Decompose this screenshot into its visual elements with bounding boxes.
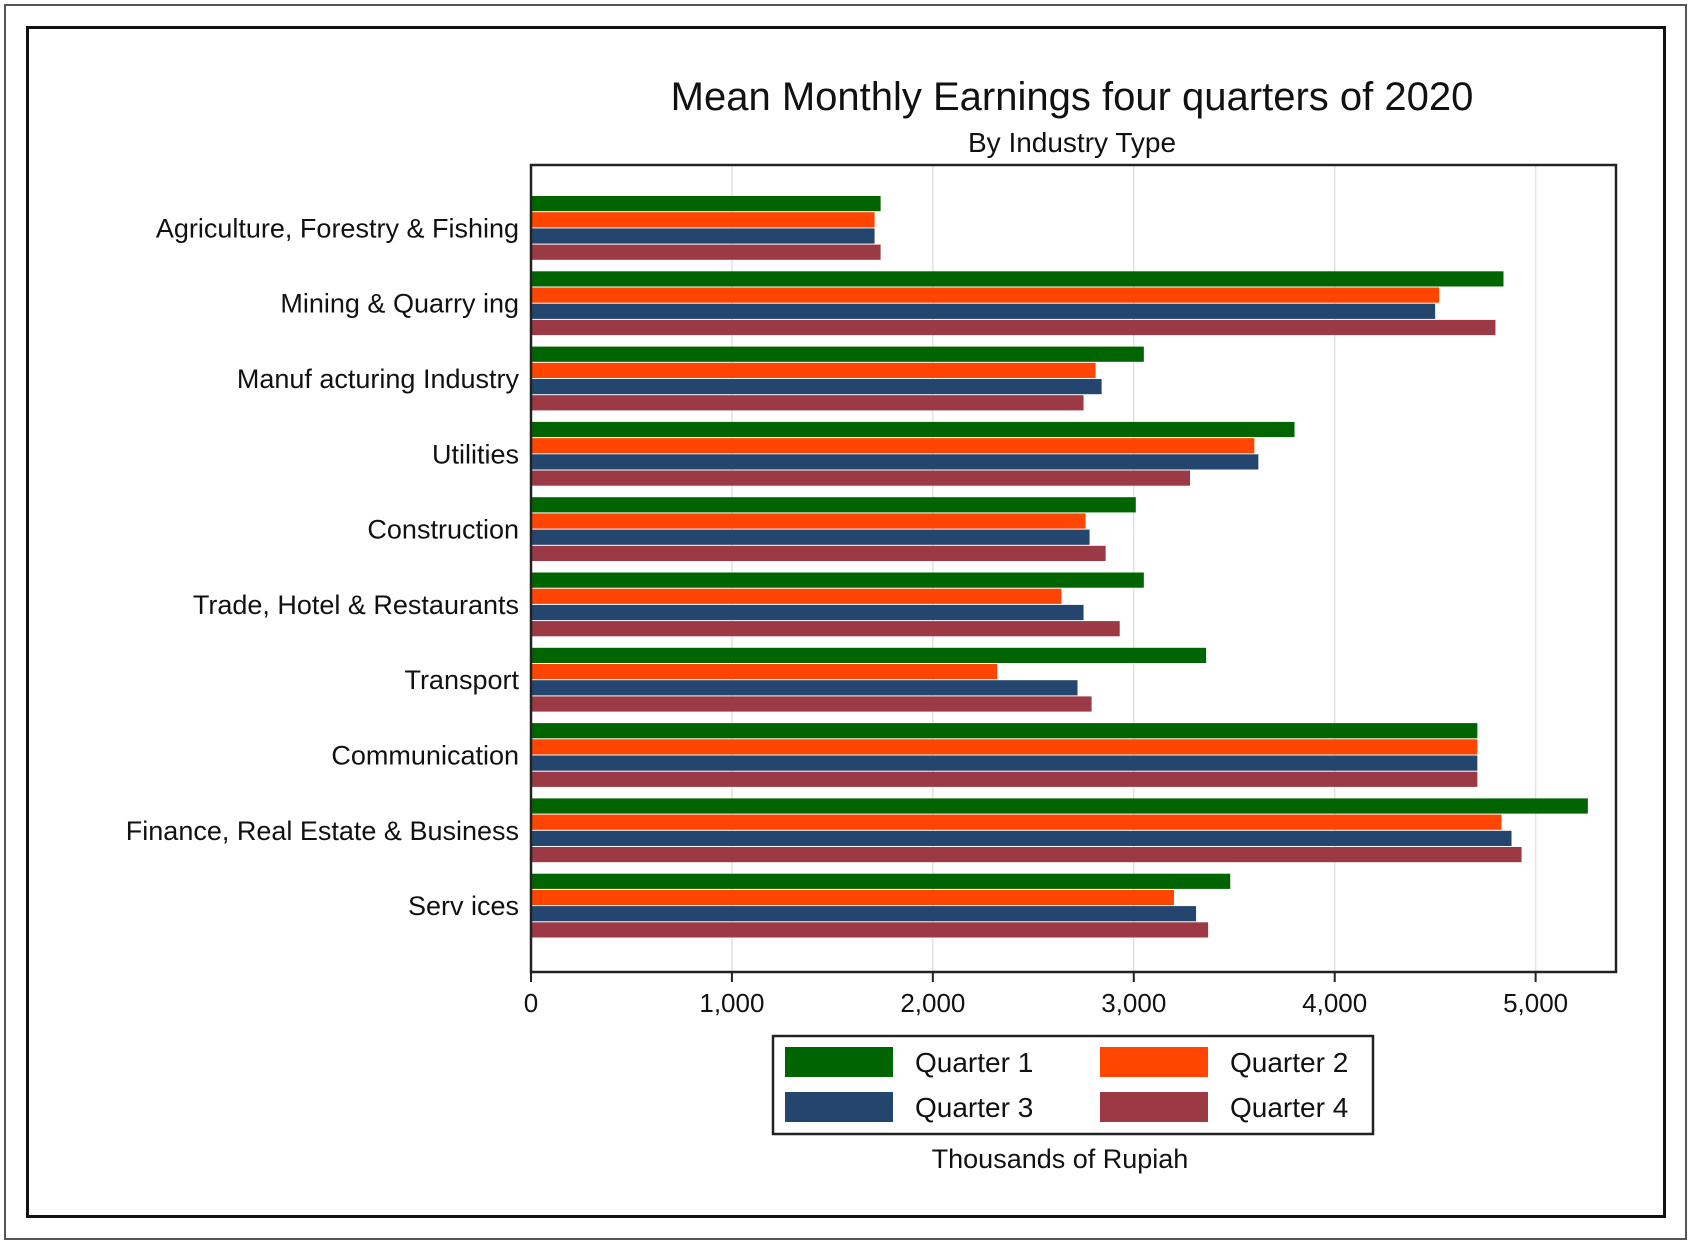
- bar: [531, 771, 1478, 787]
- bar: [531, 212, 875, 228]
- bar: [531, 889, 1174, 906]
- bar: [531, 696, 1092, 712]
- bar: [531, 723, 1478, 739]
- category-label: Agriculture, Forestry & Fishing: [156, 213, 519, 243]
- legend-swatch: [1100, 1047, 1208, 1077]
- category-label: Trade, Hotel & Restaurants: [193, 590, 519, 620]
- bar: [531, 438, 1255, 454]
- bar: [531, 454, 1259, 470]
- bar: [531, 228, 875, 244]
- bar: [531, 588, 1062, 604]
- bar: [531, 362, 1096, 378]
- bar: [531, 470, 1191, 486]
- legend-swatch: [785, 1092, 893, 1122]
- bar: [531, 287, 1440, 303]
- x-tick-label: 5,000: [1503, 988, 1568, 1018]
- x-axis: 0 1,000 2,000 3,000 4,000 5,000: [524, 972, 1568, 1018]
- category-label: Transport: [404, 665, 519, 695]
- chart-subtitle: By Industry Type: [968, 127, 1176, 158]
- legend-label: Quarter 4: [1230, 1092, 1348, 1123]
- x-tick-label: 2,000: [900, 988, 965, 1018]
- bar: [531, 196, 881, 212]
- bar: [531, 379, 1102, 395]
- bar: [531, 572, 1144, 588]
- bar: [531, 814, 1502, 830]
- bar: [531, 847, 1522, 863]
- bar: [531, 303, 1436, 319]
- legend-label: Quarter 1: [915, 1047, 1033, 1078]
- x-tick-label: 4,000: [1302, 988, 1367, 1018]
- bar: [531, 244, 881, 260]
- category-label: Mining & Quarry ing: [280, 289, 519, 319]
- legend-swatch: [785, 1047, 893, 1077]
- x-tick-label: 1,000: [699, 988, 764, 1018]
- category-label: Finance, Real Estate & Business: [126, 816, 519, 846]
- bar: [531, 739, 1478, 755]
- bar: [531, 664, 998, 680]
- bar: [531, 906, 1197, 922]
- bar: [531, 319, 1496, 336]
- bar: [531, 621, 1120, 637]
- bar: [531, 680, 1078, 696]
- bars: [531, 196, 1588, 938]
- bar: [531, 798, 1588, 814]
- category-label: Serv ices: [408, 891, 519, 921]
- bar: [531, 755, 1478, 771]
- category-label: Communication: [331, 741, 519, 771]
- bar: [531, 830, 1512, 846]
- bar: [531, 497, 1136, 513]
- bar: [531, 604, 1084, 621]
- bar: [531, 513, 1086, 529]
- x-tick-label: 0: [524, 988, 538, 1018]
- bar: [531, 271, 1504, 287]
- bar: [531, 395, 1084, 411]
- category-label: Construction: [367, 515, 519, 545]
- x-axis-title: Thousands of Rupiah: [932, 1144, 1189, 1174]
- bar: [531, 545, 1106, 561]
- plot-area: [529, 163, 1618, 974]
- legend-label: Quarter 3: [915, 1092, 1033, 1123]
- category-label: Manuf acturing Industry: [237, 364, 520, 394]
- bar: [531, 647, 1207, 663]
- chart-title: Mean Monthly Earnings four quarters of 2…: [671, 75, 1474, 119]
- category-label: Utilities: [432, 439, 519, 469]
- category-labels: Agriculture, Forestry & Fishing Mining & …: [126, 213, 520, 921]
- bar: [531, 922, 1209, 938]
- legend: Quarter 1 Quarter 2 Quarter 3 Quarter 4: [771, 1034, 1375, 1136]
- bar: [531, 421, 1295, 438]
- bar: [531, 529, 1090, 545]
- bar: [531, 873, 1231, 889]
- legend-swatch: [1100, 1092, 1208, 1122]
- legend-label: Quarter 2: [1230, 1047, 1348, 1078]
- x-tick-label: 3,000: [1101, 988, 1166, 1018]
- bar: [531, 346, 1144, 362]
